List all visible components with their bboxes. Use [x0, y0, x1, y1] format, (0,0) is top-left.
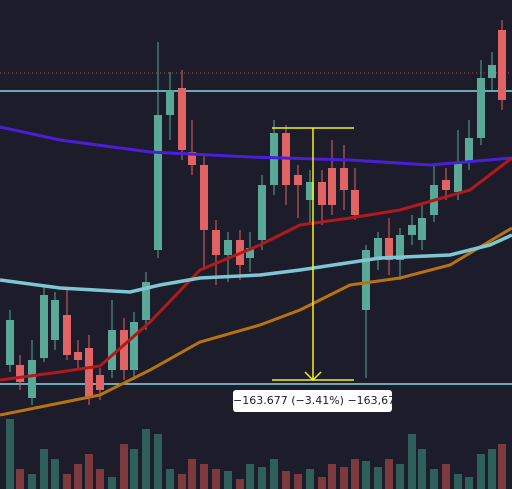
volume-bar [318, 477, 326, 489]
volume-bar [488, 449, 496, 489]
candles [6, 20, 506, 405]
volume-bar [212, 469, 220, 489]
volume-bar [74, 464, 82, 489]
volume-bar [454, 474, 462, 489]
candle-body [28, 360, 36, 398]
candle-body [74, 352, 82, 360]
volume-bar [306, 469, 314, 489]
candle-body [294, 175, 302, 185]
volume-bar [40, 449, 48, 489]
volume-bar [442, 464, 450, 489]
candle-body [442, 180, 450, 190]
candle-body [178, 88, 186, 150]
volume-bar [258, 467, 266, 489]
candle-body [166, 90, 174, 115]
volume-bar [188, 459, 196, 489]
measure-label: −163.677 (−3.41%) −163,677 [233, 390, 402, 412]
volume-bar [246, 464, 254, 489]
candle-body [418, 218, 426, 240]
candle-body [488, 65, 496, 78]
moving-average [0, 125, 512, 167]
candle-body [40, 295, 48, 358]
volume-bar [362, 461, 370, 489]
volume-bar [351, 459, 359, 489]
candle-body [306, 182, 314, 200]
volume-bar [178, 474, 186, 489]
candle-body [454, 162, 462, 192]
candle-body [142, 282, 150, 320]
candle-body [258, 185, 266, 240]
candle-body [340, 168, 348, 190]
candle-body [477, 78, 485, 138]
candle-body [396, 235, 404, 260]
candle-body [63, 315, 71, 355]
volume-bar [408, 434, 416, 489]
volume-bar [16, 469, 24, 489]
volume-bar [270, 459, 278, 489]
volume-bar [6, 419, 14, 489]
candle-body [200, 165, 208, 230]
candle-body [374, 238, 382, 260]
volume-bar [374, 467, 382, 489]
candle-body [328, 168, 336, 205]
volume-bar [294, 474, 302, 489]
candle-body [108, 330, 116, 370]
candle-body [154, 115, 162, 250]
volume-bar [166, 469, 174, 489]
moving-average [0, 233, 512, 294]
volume-bar [340, 467, 348, 489]
volume-bar [142, 429, 150, 489]
volume [6, 419, 506, 489]
candle-body [246, 248, 254, 258]
candle-body [120, 330, 128, 370]
candle-body [16, 365, 24, 382]
candle-body [212, 230, 220, 255]
volume-bar [328, 464, 336, 489]
candle-body [6, 320, 14, 365]
candle-body [318, 182, 326, 205]
candle-body [408, 225, 416, 235]
volume-bar [28, 474, 36, 489]
candle-body [351, 190, 359, 215]
volume-bar [154, 434, 162, 489]
volume-bar [63, 474, 71, 489]
volume-bar [96, 469, 104, 489]
moving-average [0, 226, 512, 417]
volume-bar [130, 449, 138, 489]
candle-body [465, 138, 473, 162]
measure-tool [272, 127, 354, 382]
volume-bar [236, 479, 244, 489]
volume-bar [282, 471, 290, 489]
volume-bar [418, 449, 426, 489]
volume-bar [477, 454, 485, 489]
volume-bar [224, 471, 232, 489]
volume-bar [396, 464, 404, 489]
candle-body [96, 375, 104, 390]
candle-body [85, 348, 93, 398]
volume-bar [430, 469, 438, 489]
candle-body [188, 152, 196, 165]
candle-body [498, 30, 506, 100]
candle-body [51, 300, 59, 340]
candle-body [362, 250, 370, 310]
candle-body [385, 238, 393, 260]
volume-bar [498, 444, 506, 489]
moving-average [0, 156, 512, 382]
volume-bar [85, 454, 93, 489]
volume-bar [465, 477, 473, 489]
volume-bar [200, 464, 208, 489]
candle-body [224, 240, 232, 255]
volume-bar [108, 477, 116, 489]
candle-body [130, 322, 138, 370]
volume-bar [120, 444, 128, 489]
volume-bar [51, 459, 59, 489]
volume-bar [385, 459, 393, 489]
